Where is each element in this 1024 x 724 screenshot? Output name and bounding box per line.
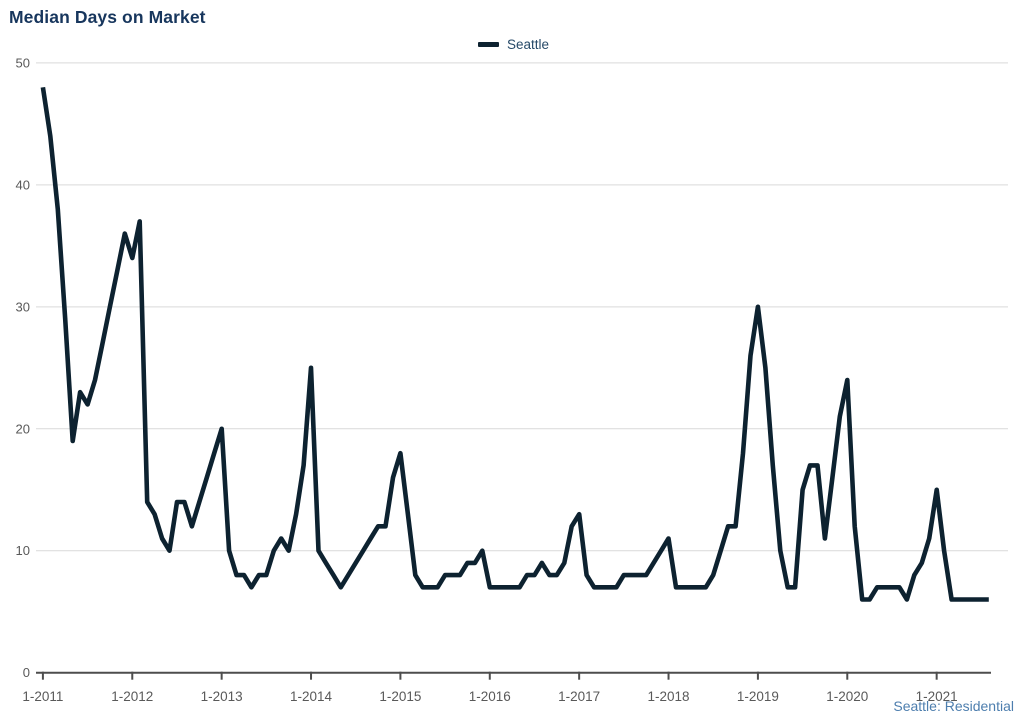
x-tick-label: 1-2011 (22, 689, 63, 704)
x-tick-label: 1-2013 (201, 689, 243, 704)
seattle-series-line (40, 86, 989, 602)
y-tick-label: 10 (16, 543, 30, 558)
x-tick-label: 1-2019 (737, 689, 779, 704)
legend-series-label: Seattle (507, 36, 550, 52)
x-tick-label: 1-2014 (290, 689, 333, 704)
x-tick-label: 1-2020 (826, 689, 868, 704)
x-tick-label: 1-2016 (469, 689, 511, 704)
y-tick-label: 50 (16, 55, 30, 70)
y-tick-label: 40 (16, 177, 30, 192)
legend: Seattle (478, 36, 549, 52)
x-tick-label: 1-2021 (916, 689, 958, 704)
legend-line-swatch (478, 41, 499, 47)
y-tick-label: 30 (16, 299, 30, 314)
x-tick-label: 1-2017 (558, 689, 600, 704)
footer-source-label: Seattle: Residential (893, 698, 1014, 714)
chart-title: Median Days on Market (9, 7, 206, 27)
x-tick-label: 1-2015 (379, 689, 421, 704)
x-tick-label: 1-2018 (648, 689, 690, 704)
x-tick-label: 1-2012 (111, 689, 153, 704)
y-tick-label: 0 (23, 665, 30, 680)
y-tick-label: 20 (16, 421, 30, 436)
